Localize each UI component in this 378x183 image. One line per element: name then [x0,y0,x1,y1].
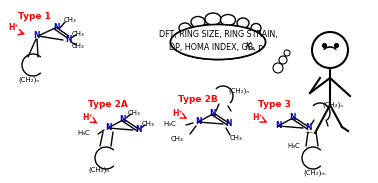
Ellipse shape [220,14,235,25]
Text: CH₃: CH₃ [170,136,183,142]
Text: CH₃: CH₃ [142,121,155,127]
Text: H₃C: H₃C [77,130,90,136]
Text: Type 2A: Type 2A [88,100,128,109]
Text: DP, HOMA INDEX, GB, p: DP, HOMA INDEX, GB, p [169,42,263,51]
Text: H₃C: H₃C [287,143,300,149]
Text: N: N [54,23,60,31]
Text: N: N [120,115,126,124]
Ellipse shape [251,23,261,33]
Text: CH₃: CH₃ [64,17,77,23]
Text: (CH₂)ₙ: (CH₂)ₙ [18,77,39,83]
Text: $K_a$: $K_a$ [245,41,255,53]
Text: (CH₂)ₙ: (CH₂)ₙ [228,88,249,94]
Text: H⁺: H⁺ [172,109,183,117]
Text: N: N [105,124,111,132]
Text: N: N [210,109,216,119]
Text: —: — [306,129,313,135]
Text: (CH₂)ₙ: (CH₂)ₙ [322,102,343,108]
Circle shape [284,50,290,56]
Text: H⁺: H⁺ [252,113,262,122]
Text: CH₃: CH₃ [72,43,85,49]
Text: N: N [135,126,141,135]
Text: (CH₂)ₙ: (CH₂)ₙ [88,167,109,173]
Text: (CH₂)ₘ: (CH₂)ₘ [303,170,326,176]
Text: N: N [290,113,296,122]
Text: Type 1: Type 1 [18,12,51,21]
Text: CH₃: CH₃ [72,31,85,37]
Text: Type 2B: Type 2B [178,95,218,104]
Text: H⁺: H⁺ [82,113,93,122]
Ellipse shape [205,13,221,25]
Text: Type 3: Type 3 [258,100,291,109]
Text: N: N [65,36,71,44]
Circle shape [273,63,283,73]
Ellipse shape [179,23,191,33]
Text: N: N [275,122,281,130]
Text: N: N [33,31,39,40]
Text: DFT, RING SIZE, RING STRAIN,: DFT, RING SIZE, RING STRAIN, [159,29,277,38]
Ellipse shape [191,16,205,27]
Text: H⁺: H⁺ [8,23,19,31]
Ellipse shape [170,25,265,59]
Ellipse shape [170,25,265,59]
Ellipse shape [237,18,249,28]
Text: N: N [225,119,231,128]
Circle shape [279,56,287,64]
Text: CH₃: CH₃ [128,110,141,116]
Text: N: N [305,124,311,132]
Text: CH₃: CH₃ [230,135,243,141]
Text: N: N [195,117,201,126]
Text: H₃C: H₃C [163,121,176,127]
Circle shape [312,32,348,68]
